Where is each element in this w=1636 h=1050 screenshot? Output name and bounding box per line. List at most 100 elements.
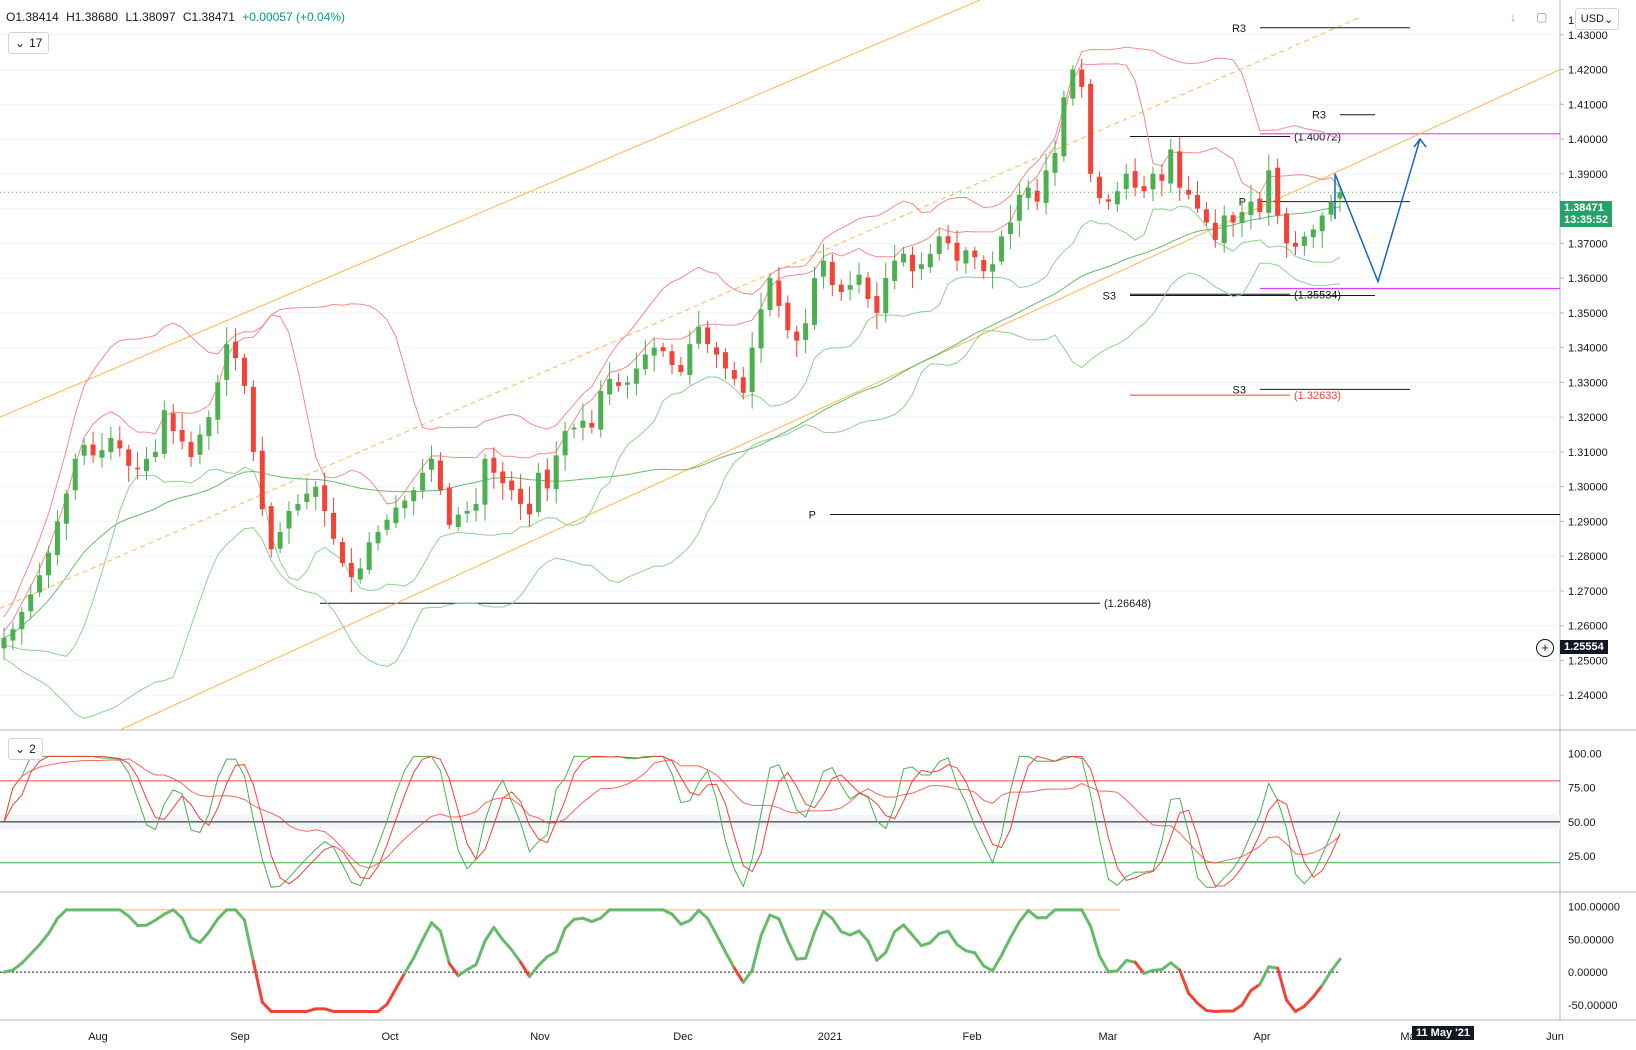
chevron-down-icon: ⌄ [15,36,26,50]
channel-mid [0,16,1361,609]
interval-toggle[interactable]: ⌄ 17 [8,32,50,54]
candle-body [295,504,301,511]
price-axis[interactable]: 1.24000 1.25000 1.26000 1.27000 1.28000 1.290… [1560,15,1608,702]
momentum-segment [875,950,888,962]
momentum-segment [964,949,977,955]
candle-body [1230,215,1236,223]
momentum-segment [1098,954,1110,974]
countdown: 13:35:52 [1564,214,1609,226]
momentum-segment [447,961,460,978]
momentum-segment [421,921,434,942]
momentum-segment [527,964,540,979]
momentum-segment [723,950,736,970]
upper-band [3,46,1341,618]
candle-body [660,347,666,352]
time-tick-label: Nov [530,1031,550,1043]
momentum-segment [679,918,692,926]
candle-body [509,480,515,491]
momentum-segment [394,971,407,991]
crosshair-date-tag: 11 May '21 [1412,1026,1474,1040]
candle-body [233,341,239,359]
price-tick-label: 1.36000 [1568,273,1608,285]
stoch-panel[interactable]: 100.00 75.00 50.00 25.00 [0,749,1602,888]
candle-body [722,352,728,369]
low-value: L1.38097 [125,10,176,24]
candle-body [152,451,158,458]
momentum-segment [545,950,558,959]
momentum-segment [162,908,175,916]
momentum-segment [1285,998,1297,1013]
candles[interactable] [1,58,1343,660]
candle-body [188,441,194,458]
add-alert-icon[interactable]: + [1536,639,1554,657]
momentum-panel[interactable]: 100.00000 50.00000 0.00000 -50.00000 [0,902,1620,1013]
price-tick-label: 1.43000 [1568,30,1608,42]
candle-body [936,236,942,254]
crosshair-price: 1.25554 [1564,641,1604,653]
stoch-slow-line [3,758,1341,869]
momentum-segment [661,908,674,916]
candle-body [366,542,372,570]
fullscreen-icon[interactable]: ▢ [1536,10,1548,24]
candle-body [767,278,773,310]
candle-body [1016,194,1022,221]
candle-body [500,471,506,484]
currency-selector[interactable]: USD ⌄ [1575,8,1619,30]
crosshair-price-tag: 1.25554 [1560,640,1608,654]
momentum-segment [919,941,932,948]
candle-body [651,347,657,356]
candle-body [117,440,123,449]
momentum-segment [501,938,514,952]
candle-body [678,364,684,372]
candle-body [749,347,755,392]
candle-body [1292,242,1298,247]
momentum-segment [688,908,701,922]
candle-body [633,368,639,384]
candle-body [1284,213,1290,244]
candle-body [304,493,310,503]
open-value: O1.38414 [6,10,59,24]
momentum-segment [866,939,879,962]
candle-body [812,278,818,325]
momentum-segment [536,955,549,968]
momentum-segment [1008,920,1021,940]
candle-body [972,250,978,258]
momentum-segment [1080,908,1093,928]
momentum-segment [768,913,781,921]
candle-body [37,575,43,593]
momentum-tick-label: 100.00000 [1568,902,1620,914]
candle-body [1088,83,1094,174]
momentum-segment [804,930,817,960]
momentum-segment [759,913,772,937]
candle-body [1328,201,1334,215]
momentum-segment [519,960,531,979]
momentum-segment [323,1007,336,1013]
candle-body [1212,222,1218,240]
candle-body [1159,174,1165,181]
stoch-toggle[interactable]: ⌄ 2 [8,738,43,760]
momentum-segment [216,908,229,921]
momentum-segment [893,923,906,934]
arrow-down-icon[interactable]: ↓ [1510,10,1516,24]
momentum-segment [599,908,612,920]
momentum-segment [1115,958,1128,973]
crosshair-date: 11 May '21 [1416,1027,1470,1039]
time-tick-label: Aug [88,1031,108,1043]
inner-lower-band [3,205,1341,657]
level-label: (1.32633) [1294,390,1341,402]
candle-body [331,512,337,539]
momentum-segment [55,908,68,921]
time-axis[interactable]: Aug Sep Oct Nov Dec 2021 Feb Mar Apr Ma Jun [88,1031,1564,1043]
momentum-segment [750,933,763,972]
candle-body [544,469,550,489]
candle-body [28,594,34,612]
momentum-segment [991,953,1004,973]
momentum-segment [902,923,914,937]
momentum-segment [242,918,255,964]
candle-body [19,611,25,630]
momentum-segment [38,931,51,947]
momentum-segment [198,930,211,945]
candle-body [1319,215,1325,232]
candle-body [1203,209,1209,223]
